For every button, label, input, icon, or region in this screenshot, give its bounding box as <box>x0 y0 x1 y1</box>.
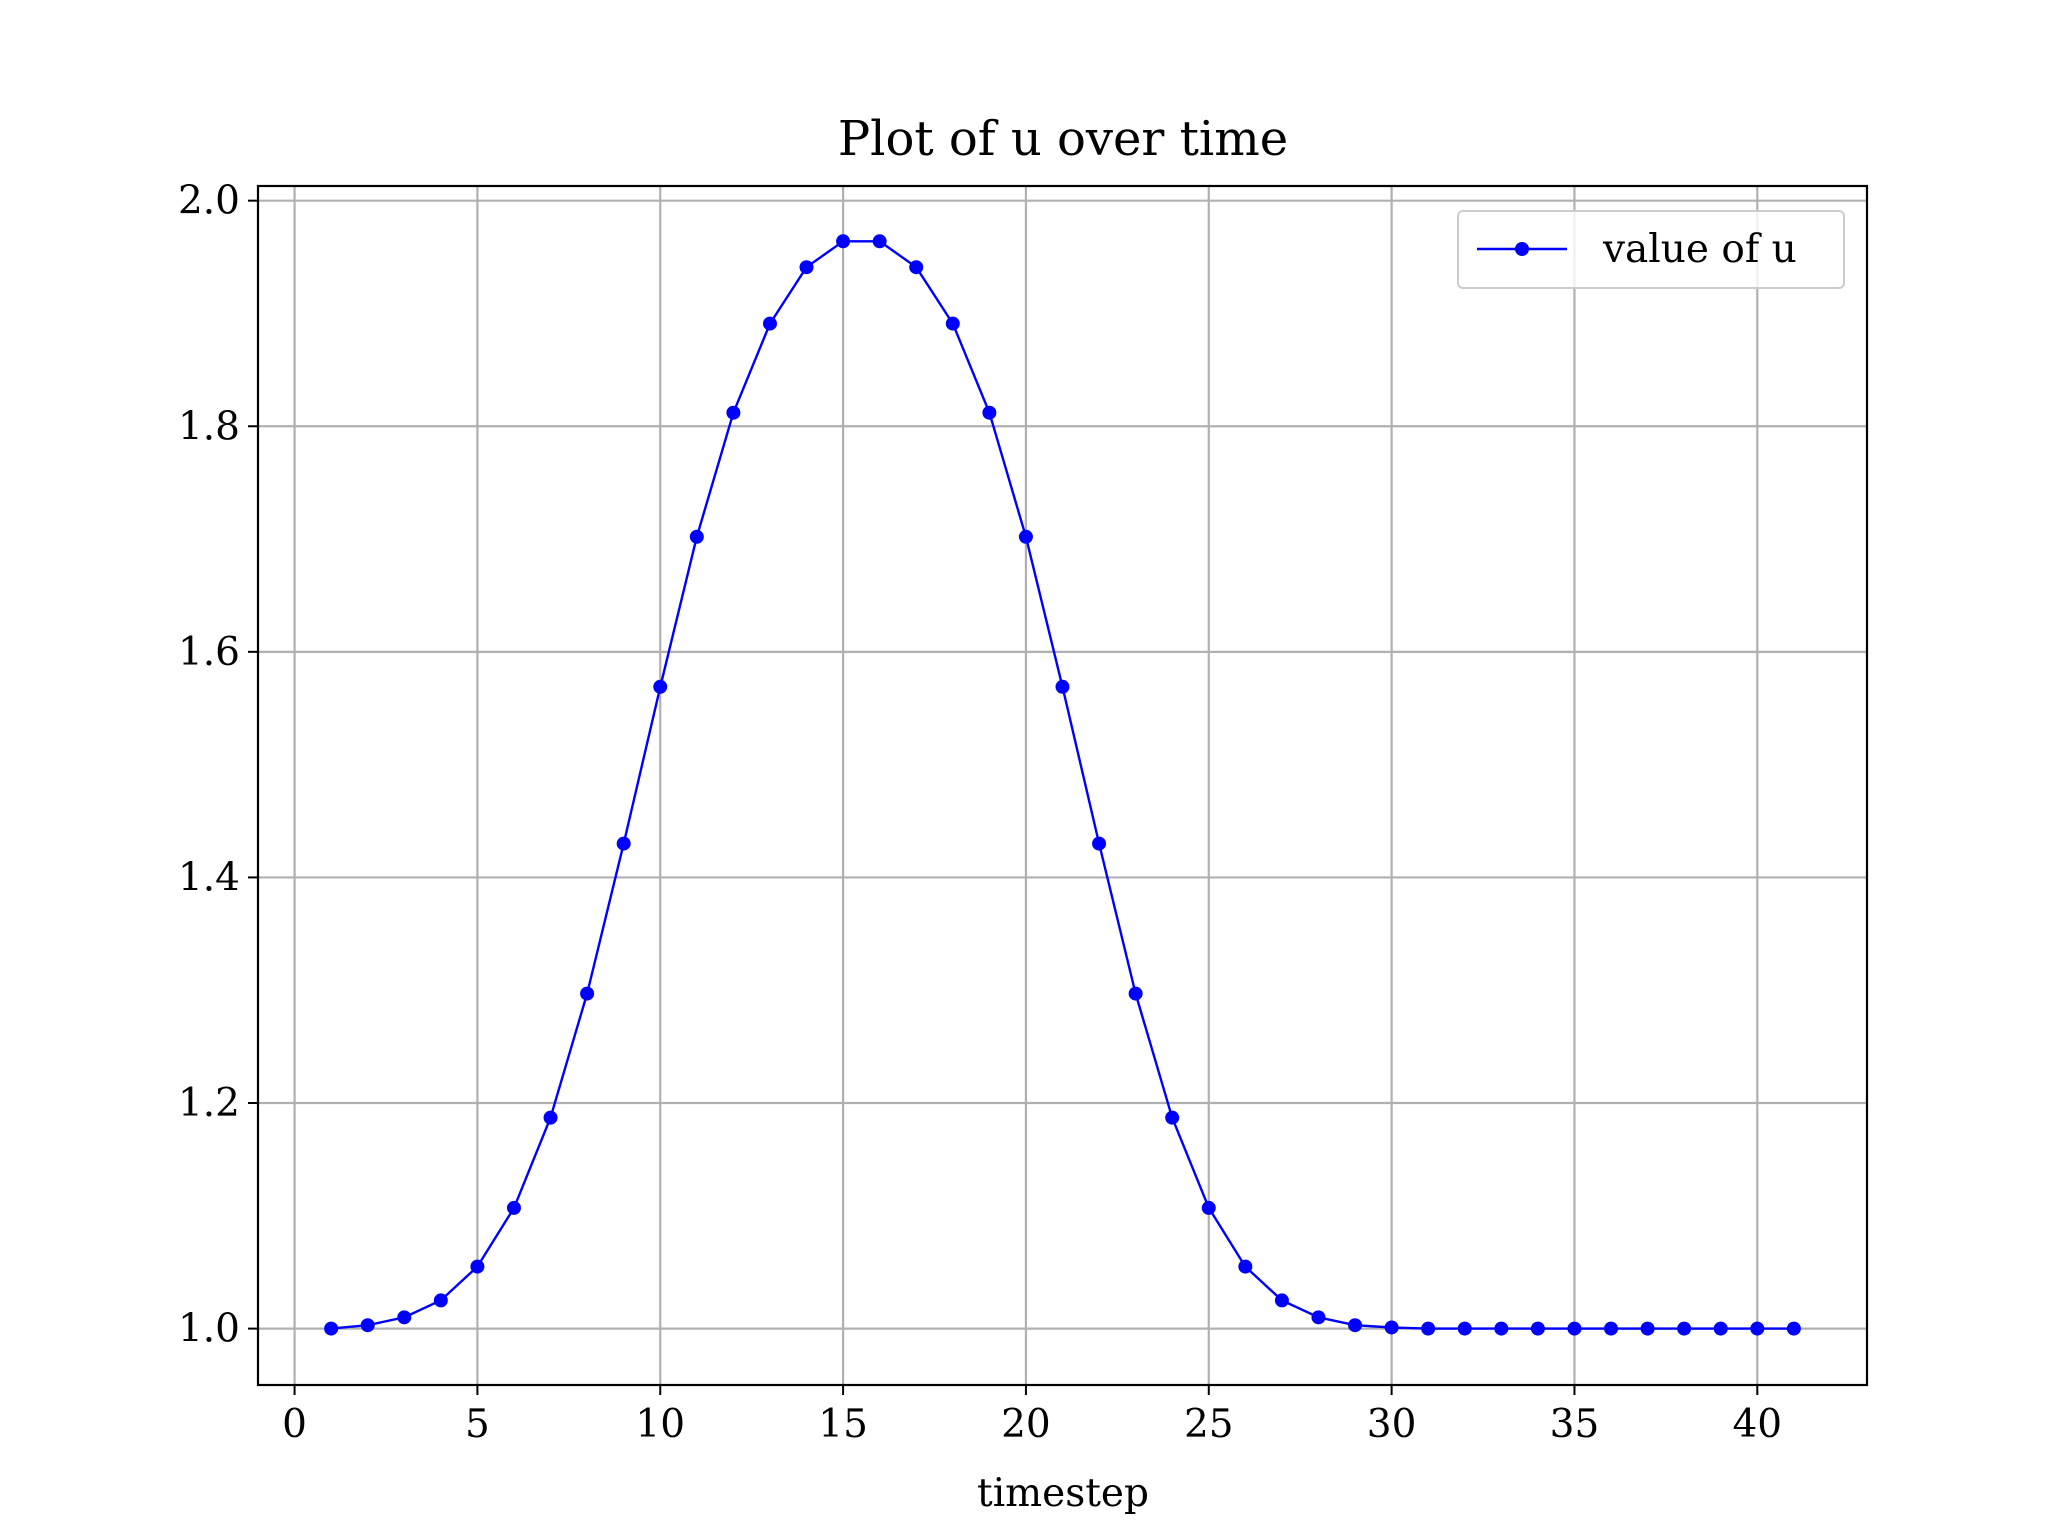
chart-title: Plot of u over time <box>838 111 1288 167</box>
y-tick-label-1: 1.2 <box>178 1081 240 1126</box>
legend: value of u <box>1457 210 1845 289</box>
data-point-22 <box>1128 986 1143 1001</box>
y-tick-label-4: 1.8 <box>178 404 240 449</box>
data-point-23 <box>1165 1110 1180 1125</box>
data-point-19 <box>1018 529 1033 544</box>
data-point-1 <box>360 1318 375 1333</box>
data-point-16 <box>909 260 924 275</box>
data-point-4 <box>470 1259 485 1274</box>
data-point-32 <box>1494 1321 1509 1336</box>
data-point-26 <box>1274 1293 1289 1308</box>
x-tick-label-0: 0 <box>282 1402 307 1447</box>
x-tick-label-1: 5 <box>465 1402 490 1447</box>
data-point-2 <box>397 1310 412 1325</box>
data-point-9 <box>653 679 668 694</box>
x-tick-label-4: 20 <box>1001 1402 1051 1447</box>
data-point-20 <box>1055 679 1070 694</box>
data-point-24 <box>1201 1200 1216 1215</box>
legend-entry-label: value of u <box>1602 227 1797 272</box>
x-tick-label-8: 40 <box>1732 1402 1782 1447</box>
data-point-35 <box>1604 1321 1619 1336</box>
legend-marker-swatch <box>1515 242 1529 256</box>
data-point-18 <box>982 405 997 420</box>
legend-box <box>1457 210 1845 289</box>
data-point-38 <box>1713 1321 1728 1336</box>
data-point-34 <box>1567 1321 1582 1336</box>
data-point-8 <box>616 836 631 851</box>
x-tick-label-6: 30 <box>1367 1402 1417 1447</box>
data-point-13 <box>799 260 814 275</box>
data-point-27 <box>1311 1310 1326 1325</box>
x-tick-label-3: 15 <box>818 1402 868 1447</box>
data-point-31 <box>1457 1321 1472 1336</box>
x-axis-label: timestep <box>977 1471 1149 1516</box>
data-point-25 <box>1238 1259 1253 1274</box>
data-point-11 <box>726 405 741 420</box>
data-point-17 <box>945 316 960 331</box>
series-markers <box>324 234 1801 1336</box>
x-tick-label-2: 10 <box>635 1402 685 1447</box>
y-tick-label-0: 1.0 <box>178 1307 240 1352</box>
x-tick-label-5: 25 <box>1184 1402 1234 1447</box>
data-point-15 <box>872 234 887 249</box>
x-tick-label-7: 35 <box>1550 1402 1600 1447</box>
data-point-21 <box>1092 836 1107 851</box>
y-tick-label-3: 1.6 <box>178 630 240 675</box>
data-point-36 <box>1640 1321 1655 1336</box>
data-point-5 <box>506 1200 521 1215</box>
data-point-7 <box>580 986 595 1001</box>
plot-frame <box>256 184 1869 1387</box>
data-point-29 <box>1384 1320 1399 1335</box>
data-point-10 <box>689 529 704 544</box>
data-point-6 <box>543 1110 558 1125</box>
data-point-33 <box>1530 1321 1545 1336</box>
data-point-0 <box>324 1321 339 1336</box>
data-point-39 <box>1750 1321 1765 1336</box>
data-point-14 <box>836 234 851 249</box>
data-point-30 <box>1421 1321 1436 1336</box>
y-axis-ticks: 1.0 1.2 1.4 1.6 1.8 2.0 <box>178 179 258 1352</box>
x-axis-ticks: 0 5 10 15 20 25 30 35 40 <box>282 1385 1782 1447</box>
data-point-3 <box>433 1293 448 1308</box>
y-tick-label-5: 2.0 <box>178 179 240 224</box>
data-point-37 <box>1677 1321 1692 1336</box>
data-point-28 <box>1348 1318 1363 1333</box>
data-point-12 <box>762 316 777 331</box>
y-tick-label-2: 1.4 <box>178 855 240 900</box>
data-point-40 <box>1786 1321 1801 1336</box>
